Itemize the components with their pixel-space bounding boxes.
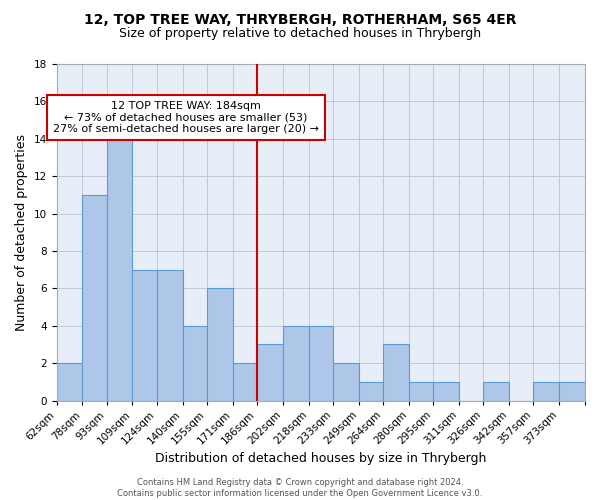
Bar [333,363,359,401]
Bar [409,382,433,400]
Bar [157,270,182,400]
Bar [56,363,82,401]
Bar [308,326,333,400]
Bar [207,288,233,401]
Bar [107,120,133,400]
Bar [133,270,157,400]
Bar [82,195,107,400]
Bar [233,363,257,401]
Text: 12, TOP TREE WAY, THRYBERGH, ROTHERHAM, S65 4ER: 12, TOP TREE WAY, THRYBERGH, ROTHERHAM, … [84,12,516,26]
Bar [483,382,509,400]
Bar [559,382,585,400]
Text: Size of property relative to detached houses in Thrybergh: Size of property relative to detached ho… [119,28,481,40]
Bar [359,382,383,400]
Text: Contains HM Land Registry data © Crown copyright and database right 2024.
Contai: Contains HM Land Registry data © Crown c… [118,478,482,498]
Bar [533,382,559,400]
X-axis label: Distribution of detached houses by size in Thrybergh: Distribution of detached houses by size … [155,452,487,465]
Bar [283,326,308,400]
Bar [182,326,207,400]
Y-axis label: Number of detached properties: Number of detached properties [15,134,28,331]
Text: 12 TOP TREE WAY: 184sqm
← 73% of detached houses are smaller (53)
27% of semi-de: 12 TOP TREE WAY: 184sqm ← 73% of detache… [53,101,319,134]
Bar [433,382,459,400]
Bar [257,344,283,401]
Bar [383,344,409,401]
